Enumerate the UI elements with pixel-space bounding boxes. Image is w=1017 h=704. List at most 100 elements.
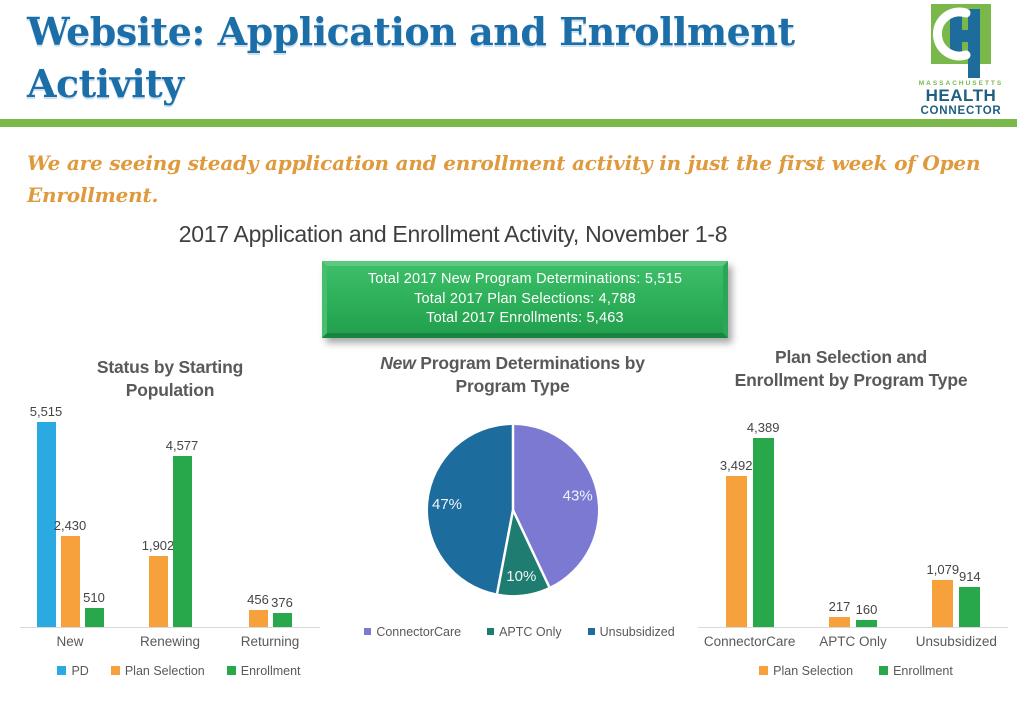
bar-value-label: 914 [958,569,981,585]
bar-plan-selection [148,555,168,627]
charts-row: Status by Starting Population 5,515 2,430… [0,338,1017,678]
category-label: New [56,633,84,649]
category-label: Renewing [139,633,201,649]
chart-title-rest: Program Determinations by Program Type [415,353,645,396]
bar-value-label: 217 [828,599,851,615]
bar-value-label: 5,515 [29,403,63,419]
logo-mark-icon [931,4,991,78]
bar-wrap: 4,389 [747,420,779,627]
bar-wrap: 5,515 [30,404,62,627]
bar-value-label: 2,430 [53,518,87,534]
legend-item: ConnectorCare [364,625,461,639]
bar-enrollment [84,607,104,627]
bar-value-label: 1,079 [926,562,960,577]
category-label: Returning [240,633,300,649]
bar-group: 5,515 2,430 510 [20,404,120,627]
summary-line-enrollments: Total 2017 Enrollments: 5,463 [426,310,624,327]
legend-label: Plan Selection [773,663,854,678]
bar-enrollment [172,456,192,627]
legend-label: Unsubsidized [599,624,675,639]
pie-slice-unsubsidized [427,424,513,593]
bar-value-label: 3,492 [719,458,753,474]
bar-wrap: 914 [958,569,981,627]
bar-wrap: 1,079 [927,562,959,627]
pie-slice-border [511,508,550,587]
legend-label: ConnectorCare [376,624,462,639]
bar-value-label: 376 [271,594,293,610]
bar-enrollment [752,437,774,627]
bar-value-label: 456 [247,591,269,607]
bar-enrollment [272,612,292,627]
pie-legend: ConnectorCare APTC Only Unsubsidized [354,625,685,639]
category-label: Unsubsidized [915,633,997,649]
bar-enrollment [959,587,981,627]
pie-chart: 43% 10% 47% [425,422,601,603]
legend-label: PD [71,663,89,678]
section-title: 2017 Application and Enrollment Activity… [178,220,728,247]
legend-swatch [57,666,67,675]
pie-slice-label: 43% [562,487,592,504]
legend-swatch [487,628,495,635]
bar-plan-selection [828,617,850,627]
bar-group: 217 160 [801,599,904,627]
bar-pd [36,421,56,627]
bar-group: 1,902 4,577 [120,438,220,627]
logo-brand-connector: CONNECTOR [920,104,1002,117]
legend-item: Enrollment [226,664,301,678]
intro-text: We are seeing steady application and enr… [27,150,981,207]
chart-legend: Plan Selection Enrollment [695,664,1017,678]
bar-wrap: 4,577 [166,438,198,627]
bar-wrap: 2,430 [54,518,86,627]
bar-wrap: 3,492 [720,458,752,627]
legend-label: APTC Only [499,624,562,639]
chart-status-by-starting-population: Status by Starting Population 5,515 2,430… [0,338,340,678]
bar-value-label: 4,577 [165,438,199,454]
chart-new-program-determinations: New Program Determinations by Program Ty… [340,338,685,678]
bar-plan-selection [932,580,954,627]
chart-legend: PD Plan Selection Enrollment [18,664,340,678]
legend-swatch [587,628,595,635]
category-axis: ConnectorCare APTC Only Unsubsidized [698,628,1008,649]
legend-label: Plan Selection [124,663,205,678]
pie-slice-label: 10% [506,567,536,584]
summary-line-determinations: Total 2017 New Program Determinations: 5… [367,270,683,287]
bar-enrollment [855,619,877,627]
bar-plot: 5,515 2,430 510 1,902 4,577 456 376 [20,404,320,628]
bar-wrap: 456 [247,591,269,627]
summary-line-plan-selections: Total 2017 Plan Selections: 4,788 [414,290,636,307]
pie-slice-connectorcare [512,424,598,587]
bar-value-label: 1,902 [141,537,175,553]
health-connector-logo: MASSACHUSETTS HEALTH CONNECTOR [915,4,1007,117]
bar-wrap: 510 [83,589,105,627]
logo-brand-massachusetts: MASSACHUSETTS [918,80,1004,87]
pie-svg: 43% 10% 47% [427,424,598,595]
legend-swatch [110,666,120,675]
bar-plan-selection [248,609,268,627]
legend-item: Unsubsidized [587,624,675,639]
chart-plan-selection-and-enrollment: Plan Selection and Enrollment by Program… [685,338,1017,678]
bar-plot: 3,492 4,389 217 160 1,079 914 [698,420,1008,628]
legend-item: APTC Only [487,625,562,639]
chart-title: Status by Starting Population [96,357,244,400]
category-axis: New Renewing Returning [20,628,320,649]
pie-slice-border [495,509,514,594]
header-divider [0,118,1017,127]
bar-group: 3,492 4,389 [698,420,801,627]
bar-wrap: 1,902 [142,538,174,627]
legend-swatch [226,666,236,675]
bar-plan-selection [60,536,80,627]
bar-value-label: 160 [855,601,878,617]
slide-title: Website: Application and Enrollment Acti… [27,9,795,107]
bar-wrap: 376 [271,594,293,627]
bar-group: 1,079 914 [905,562,1008,627]
bar-plan-selection [725,476,747,627]
legend-label: Enrollment [893,663,953,678]
bar-value-label: 510 [83,589,105,605]
logo-brand-health: HEALTH [925,86,997,105]
legend-swatch [759,666,769,675]
legend-item: Plan Selection [759,664,853,678]
legend-swatch [879,666,889,675]
chart-title-emphasis: New [380,353,416,373]
bar-group: 456 376 [220,592,320,627]
legend-item: Enrollment [879,664,953,678]
